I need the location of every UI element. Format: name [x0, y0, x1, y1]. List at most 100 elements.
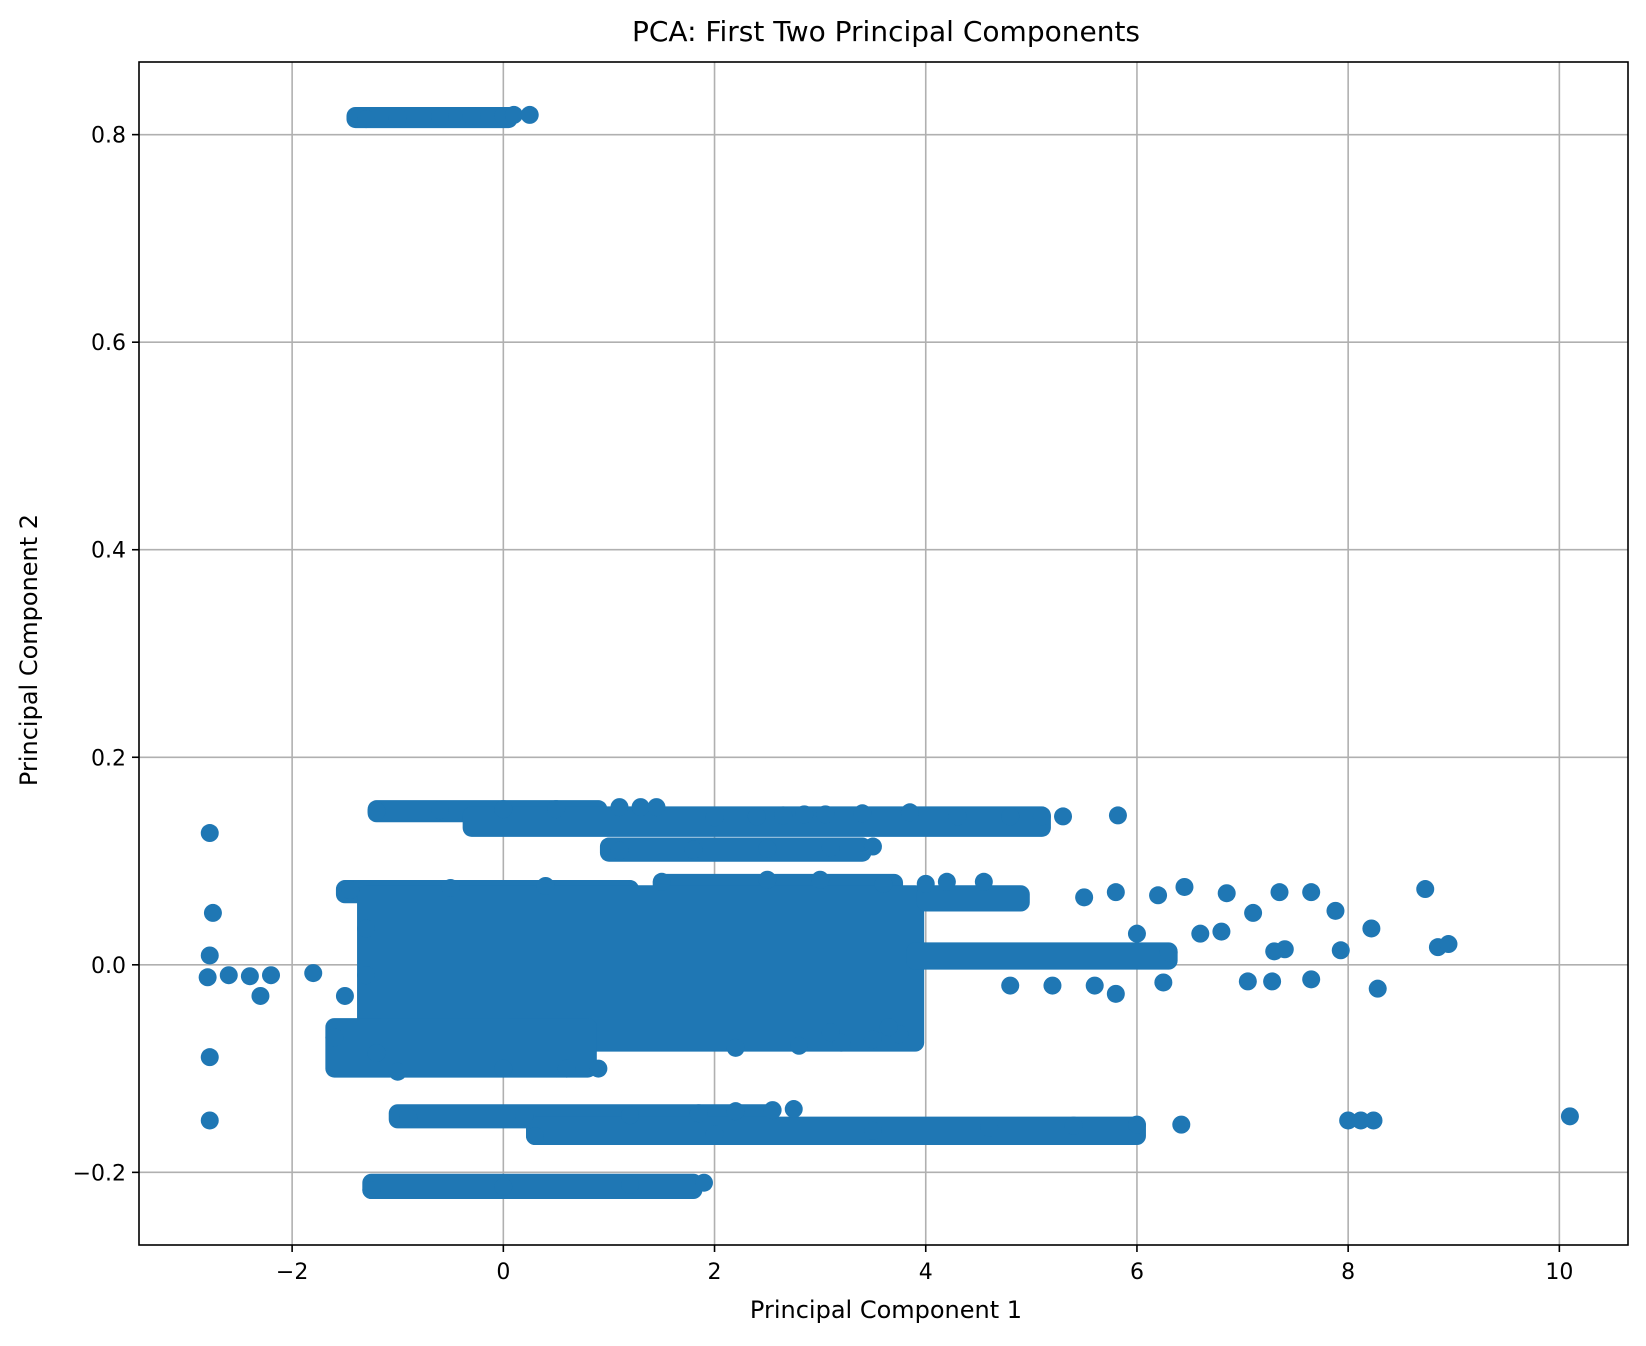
data-point — [684, 840, 703, 859]
data-point — [1362, 919, 1381, 938]
x-tick-label: 10 — [1545, 1260, 1573, 1285]
data-point — [526, 1127, 545, 1146]
data-point — [863, 837, 882, 856]
data-point — [1270, 883, 1289, 902]
y-tick-label: 0.6 — [91, 331, 126, 356]
data-point — [916, 874, 935, 893]
y-axis-label: Principal Component 2 — [15, 514, 43, 786]
data-point — [430, 801, 449, 820]
data-point — [1339, 1111, 1358, 1130]
data-point — [430, 107, 449, 126]
data-point — [1302, 970, 1321, 989]
data-point — [304, 964, 323, 983]
data-point — [1001, 807, 1020, 826]
data-point — [1032, 807, 1051, 826]
data-point — [1108, 806, 1127, 825]
data-point — [1326, 901, 1345, 920]
data-point — [1064, 1116, 1083, 1135]
data-point — [816, 805, 835, 824]
data-point — [515, 1107, 534, 1126]
data-point — [726, 1038, 745, 1057]
data-point — [1054, 807, 1073, 826]
data-point — [1302, 883, 1321, 902]
data-point — [652, 872, 671, 891]
data-point — [341, 881, 360, 900]
data-point — [388, 109, 407, 128]
data-point — [367, 802, 386, 821]
data-point — [900, 803, 919, 822]
data-point — [441, 879, 460, 898]
data-point — [357, 919, 376, 938]
data-point — [399, 1108, 418, 1127]
data-point — [705, 808, 724, 827]
data-point — [610, 841, 629, 860]
scatter-points — [198, 105, 1579, 1200]
data-point — [1244, 903, 1263, 922]
data-point — [821, 1023, 840, 1042]
data-point — [203, 903, 222, 922]
data-point — [1149, 886, 1168, 905]
data-point — [621, 1175, 640, 1194]
data-point — [795, 805, 814, 824]
data-point — [790, 1036, 809, 1055]
x-tick-label: −2 — [276, 1260, 308, 1285]
data-point — [1368, 979, 1387, 998]
axis-ticks: −2 0 2 4 6 8 10 −0.2 0.0 0.2 0.4 0.6 0.8 — [73, 124, 1574, 1285]
data-point — [504, 105, 523, 124]
data-point — [1085, 976, 1104, 995]
data-point — [1275, 940, 1294, 959]
data-point — [874, 874, 893, 893]
data-point — [974, 872, 993, 891]
data-point — [536, 876, 555, 895]
data-point — [1351, 1111, 1370, 1130]
data-point — [747, 807, 766, 826]
data-point — [689, 1104, 708, 1123]
y-tick-label: 0.4 — [91, 539, 126, 564]
data-point — [547, 800, 566, 819]
chart-title: PCA: First Two Principal Components — [632, 15, 1140, 48]
data-point — [200, 824, 219, 843]
data-point — [1263, 972, 1282, 991]
data-point — [863, 1121, 882, 1140]
y-tick-label: −0.2 — [73, 1161, 126, 1186]
data-point — [1172, 1115, 1191, 1134]
data-point — [1560, 1107, 1579, 1126]
data-point — [367, 1044, 386, 1063]
x-axis-label: Principal Component 1 — [750, 1296, 1022, 1324]
data-point — [362, 1181, 381, 1200]
data-point — [1127, 924, 1146, 943]
data-point — [647, 798, 666, 817]
data-point — [879, 1018, 898, 1037]
data-point — [705, 1124, 724, 1143]
data-point — [853, 804, 872, 823]
y-tick-label: 0.2 — [91, 746, 126, 771]
data-point — [219, 966, 238, 985]
data-point — [1416, 880, 1435, 899]
point-cluster — [362, 1173, 703, 1200]
data-point — [694, 1173, 713, 1192]
data-point — [774, 806, 793, 825]
point-cluster — [906, 942, 1178, 970]
data-point — [520, 105, 539, 124]
data-point — [589, 1059, 608, 1078]
data-point — [1127, 1115, 1146, 1134]
point-cluster — [526, 1116, 1146, 1146]
data-point — [198, 968, 217, 987]
data-point — [621, 1106, 640, 1125]
data-point — [863, 1030, 882, 1049]
data-point — [726, 1102, 745, 1121]
data-point — [784, 1100, 803, 1119]
data-point — [494, 1177, 513, 1196]
data-point — [1175, 877, 1194, 896]
data-point — [1001, 976, 1020, 995]
data-point — [1191, 924, 1210, 943]
data-point — [1106, 883, 1125, 902]
data-point — [1212, 922, 1231, 941]
point-cluster — [325, 1018, 597, 1078]
data-point — [758, 839, 777, 858]
point-cluster — [916, 885, 1030, 912]
data-point — [240, 967, 259, 986]
data-point — [357, 110, 376, 129]
